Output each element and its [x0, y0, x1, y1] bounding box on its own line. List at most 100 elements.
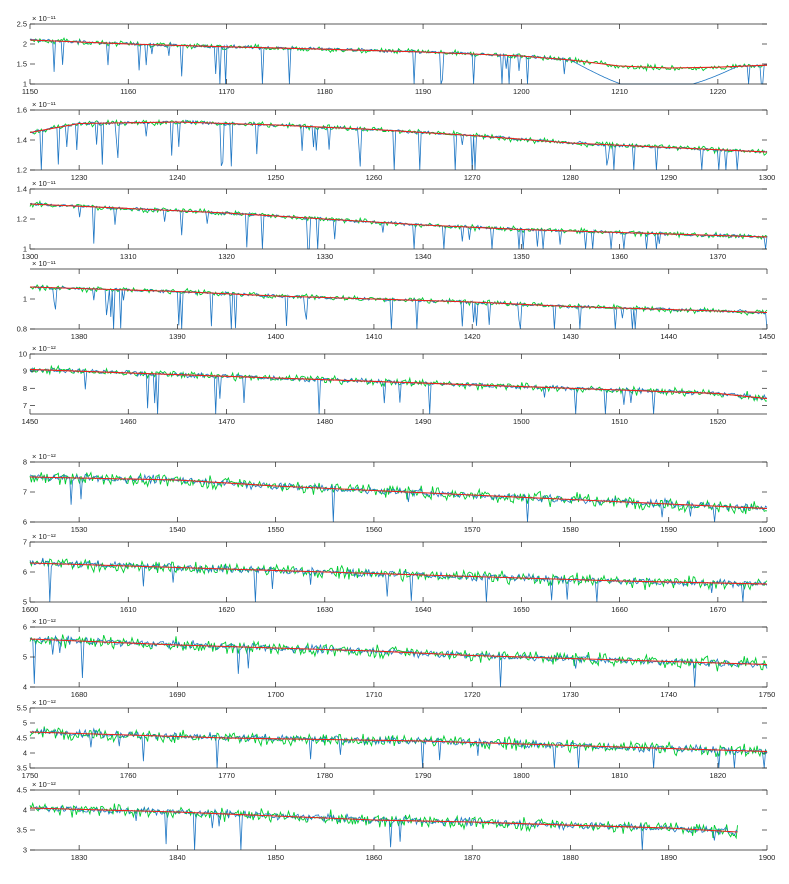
x-tick-label-1250: 1250: [267, 173, 284, 182]
x-tick-label-1570: 1570: [464, 525, 481, 534]
x-tick-label-1800: 1800: [513, 771, 530, 780]
y-tick-label-1.6: 1.6: [17, 106, 27, 115]
x-tick-label-1510: 1510: [611, 417, 628, 426]
x-tick-label-1160: 1160: [120, 87, 136, 96]
x-tick-label-1230: 1230: [71, 173, 88, 182]
x-tick-label-1610: 1610: [120, 605, 137, 614]
x-tick-label-1350: 1350: [513, 252, 530, 261]
x-tick-label-1560: 1560: [366, 525, 383, 534]
x-tick-label-1840: 1840: [169, 853, 186, 862]
noise-series-6: [29, 471, 768, 515]
x-tick-label-1810: 1810: [611, 771, 628, 780]
x-tick-label-1190: 1190: [415, 87, 431, 96]
x-tick-label-1320: 1320: [218, 252, 235, 261]
continuum-line-8: [29, 638, 768, 666]
y-tick-label-4: 4: [23, 749, 27, 758]
x-tick-label-1900: 1900: [759, 853, 776, 862]
x-tick-label-1670: 1670: [710, 605, 727, 614]
continuum-line-6: [29, 476, 768, 510]
x-tick-label-1820: 1820: [710, 771, 727, 780]
x-tick-label-1180: 1180: [317, 87, 333, 96]
continuum-line-4: [29, 286, 768, 314]
exponent-label-5: × 10⁻¹²: [32, 344, 56, 353]
x-tick-label-1780: 1780: [316, 771, 333, 780]
x-tick-label-1450: 1450: [22, 417, 39, 426]
panel-1: 1150 1160 1170 1180 1190 1200 1210 1220 1 1.5 2 2.5…: [17, 14, 768, 96]
x-tick-label-1540: 1540: [169, 525, 186, 534]
y-tick-label-4: 4: [23, 806, 27, 815]
y-tick-label-1: 1: [23, 80, 27, 89]
x-tick-label-1410: 1410: [366, 332, 383, 341]
panel-6: 1530 1540 1550 1560 1570 1580 1590 1600 6 7 8 × 10⁻…: [23, 452, 776, 534]
x-tick-label-1550: 1550: [267, 525, 284, 534]
x-tick-label-1770: 1770: [218, 771, 235, 780]
x-tick-label-1790: 1790: [415, 771, 432, 780]
exponent-label-9: × 10⁻¹²: [32, 698, 56, 707]
x-tick-label-1860: 1860: [366, 853, 383, 862]
flux-series-6: [29, 473, 768, 523]
x-tick-label-1220: 1220: [710, 87, 727, 96]
y-tick-label-1.4: 1.4: [17, 136, 27, 145]
x-tick-label-1270: 1270: [464, 173, 481, 182]
y-tick-label-3.5: 3.5: [17, 764, 27, 773]
y-tick-label-7: 7: [23, 401, 27, 410]
noise-series-8: [29, 634, 768, 672]
x-tick-label-1520: 1520: [710, 417, 727, 426]
x-tick-label-1830: 1830: [71, 853, 88, 862]
panel-5: 1450 1460 1470 1480 1490 1500 1510 1520 7 8 9 10 × 1…: [19, 344, 768, 426]
y-tick-label-6: 6: [23, 518, 27, 527]
y-tick-label-10: 10: [19, 350, 27, 359]
x-tick-label-1330: 1330: [316, 252, 333, 261]
x-tick-label-1720: 1720: [464, 690, 481, 699]
x-tick-label-1630: 1630: [316, 605, 333, 614]
x-tick-label-1310: 1310: [120, 252, 137, 261]
y-tick-label-7: 7: [23, 538, 27, 547]
x-tick-label-1640: 1640: [415, 605, 432, 614]
y-tick-label-5.5: 5.5: [17, 704, 27, 713]
flux-series-2: [29, 119, 768, 171]
panel-7: 1600 1610 1620 1630 1640 1650 1660 1670 5 6 7 × 10⁻…: [22, 532, 768, 614]
y-tick-label-8: 8: [23, 458, 27, 467]
x-tick-label-1600: 1600: [22, 605, 39, 614]
x-tick-label-1300: 1300: [22, 252, 39, 261]
continuum-line-10: [29, 807, 738, 833]
noise-series-1: [29, 37, 768, 72]
x-tick-label-1380: 1380: [71, 332, 88, 341]
x-tick-label-1500: 1500: [513, 417, 530, 426]
exponent-label-8: × 10⁻¹²: [32, 617, 56, 626]
x-tick-label-1240: 1240: [169, 173, 186, 182]
flux-series-1: [29, 38, 768, 85]
x-tick-label-1450: 1450: [759, 332, 776, 341]
flux-series-10: [29, 805, 738, 851]
noise-series-9: [29, 726, 768, 758]
y-tick-label-4: 4: [23, 683, 27, 692]
y-tick-label-0.8: 0.8: [17, 325, 27, 334]
y-tick-label-2: 2: [23, 40, 27, 49]
y-tick-label-9: 9: [23, 367, 27, 376]
y-tick-label-1: 1: [23, 295, 27, 304]
x-tick-label-1150: 1150: [22, 87, 38, 96]
y-tick-label-3: 3: [23, 846, 27, 855]
x-tick-label-1440: 1440: [660, 332, 677, 341]
x-tick-label-1200: 1200: [513, 87, 530, 96]
exponent-label-10: × 10⁻¹²: [32, 780, 56, 789]
x-tick-label-1340: 1340: [415, 252, 432, 261]
flux-series-4: [29, 285, 768, 330]
x-tick-label-1710: 1710: [366, 690, 383, 699]
x-tick-label-1530: 1530: [71, 525, 88, 534]
continuum-line-3: [29, 203, 768, 238]
x-tick-label-1470: 1470: [218, 417, 235, 426]
y-tick-label-2.5: 2.5: [17, 20, 27, 29]
flux-series-3: [29, 202, 768, 250]
x-tick-label-1850: 1850: [267, 853, 284, 862]
x-tick-label-1890: 1890: [660, 853, 677, 862]
exponent-label-7: × 10⁻¹²: [32, 532, 56, 541]
y-tick-label-8: 8: [23, 384, 27, 393]
exponent-label-6: × 10⁻¹²: [32, 452, 56, 461]
x-tick-label-1690: 1690: [169, 690, 186, 699]
x-tick-label-1420: 1420: [464, 332, 481, 341]
y-tick-label-6: 6: [23, 623, 27, 632]
continuum-line-5: [29, 368, 768, 400]
x-tick-label-1600: 1600: [759, 525, 776, 534]
